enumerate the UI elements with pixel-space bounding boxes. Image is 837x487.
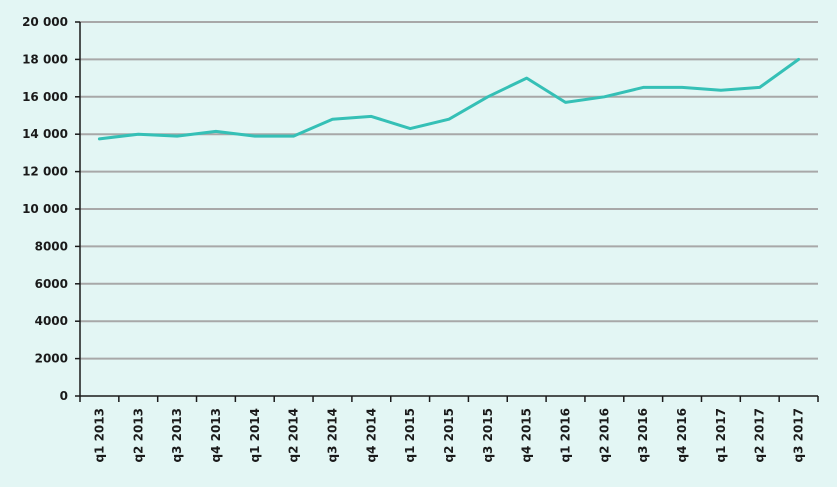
x-tick-label: q3 2015 bbox=[481, 408, 495, 463]
y-tick-label: 14 000 bbox=[22, 127, 68, 141]
x-tick-label: q2 2015 bbox=[442, 408, 456, 463]
y-tick-label: 20 000 bbox=[22, 15, 68, 29]
x-axis-tick-labels: q1 2013 q2 2013 q3 2013 q4 2013 q1 2014 q2 20… bbox=[92, 408, 805, 463]
x-tick-label: q1 2013 bbox=[92, 408, 106, 463]
y-tick-label: 12 000 bbox=[22, 165, 68, 179]
y-tick-label: 6000 bbox=[35, 277, 68, 291]
y-tick-label: 8000 bbox=[35, 239, 68, 253]
y-tick-label: 18 000 bbox=[22, 52, 68, 66]
x-tick-label: q4 2013 bbox=[209, 408, 223, 463]
x-tick-label: q1 2017 bbox=[714, 408, 728, 463]
x-tick-label: q2 2017 bbox=[753, 408, 767, 463]
y-tick-label: 10 000 bbox=[22, 202, 68, 216]
x-tick-label: q3 2013 bbox=[170, 408, 184, 463]
y-tick-label: 2000 bbox=[35, 352, 68, 366]
x-tick-label: q3 2017 bbox=[792, 408, 806, 463]
series-group bbox=[97, 57, 801, 141]
y-axis-tick-labels: 0 2000 4000 6000 8000 10 000 12 000 14 000 16 00… bbox=[22, 15, 68, 403]
x-tick-label: q4 2016 bbox=[675, 408, 689, 463]
y-tick-label: 16 000 bbox=[22, 90, 68, 104]
series-line bbox=[97, 57, 801, 141]
axes bbox=[75, 21, 819, 402]
x-tick-label: q1 2015 bbox=[403, 408, 417, 463]
x-tick-label: q1 2014 bbox=[248, 408, 262, 463]
x-tick-label: q4 2015 bbox=[520, 408, 534, 463]
x-tick-label: q2 2014 bbox=[287, 408, 301, 463]
y-tick-label: 0 bbox=[60, 389, 68, 403]
x-tick-label: q2 2016 bbox=[597, 408, 611, 463]
y-tick-label: 4000 bbox=[35, 314, 68, 328]
x-tick-label: q4 2014 bbox=[364, 408, 378, 463]
x-tick-label: q3 2014 bbox=[325, 408, 339, 463]
x-tick-label: q1 2016 bbox=[559, 408, 573, 463]
x-tick-label: q3 2016 bbox=[636, 408, 650, 463]
x-tick-label: q2 2013 bbox=[131, 408, 145, 463]
